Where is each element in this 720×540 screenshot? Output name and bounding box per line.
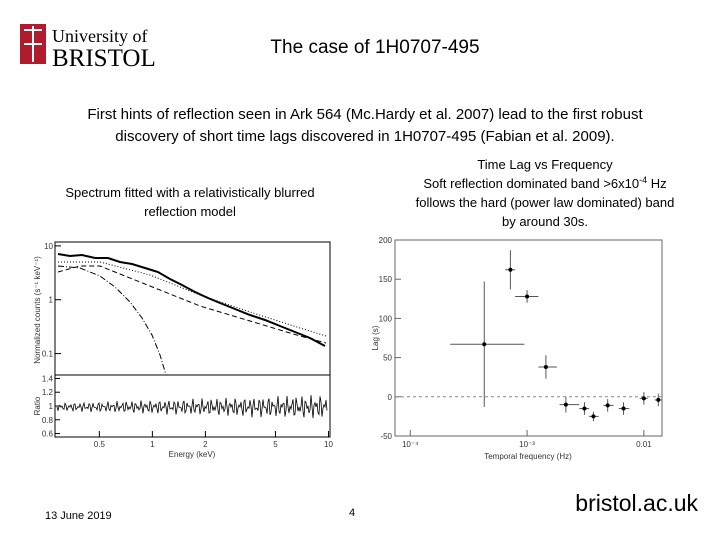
ratio-tick-label: 0.6 — [42, 430, 54, 439]
caption-sup: -4 — [639, 175, 647, 185]
logo: University of BRISTOL — [20, 24, 156, 72]
x-axis-label: Energy (keV) — [169, 450, 216, 459]
caption-part: Soft reflection dominated band >6x10 — [423, 176, 639, 191]
blackbody-model — [57, 265, 167, 376]
point — [582, 406, 587, 411]
x-tick-label: 5 — [273, 440, 278, 449]
page-number: 4 — [349, 507, 355, 519]
point — [482, 342, 487, 347]
logo-line1: University of — [52, 26, 147, 46]
point — [656, 397, 661, 402]
ratio-tick-label: 0.8 — [42, 416, 54, 425]
right-caption: by around 30s. — [502, 214, 588, 229]
crest-lines — [24, 26, 42, 62]
spectrum-data — [57, 253, 326, 347]
x-tick-label: 10⁻⁴ — [402, 440, 419, 449]
reflection-model — [57, 265, 327, 344]
powerlaw-model — [58, 261, 327, 337]
point — [641, 396, 646, 401]
point — [525, 294, 530, 299]
x-tick-label: 1 — [150, 440, 155, 449]
footer-site: bristol.ac.uk — [575, 490, 698, 516]
footer-date: 13 June 2019 — [45, 510, 112, 522]
logo-line2: BRISTOL — [52, 45, 156, 72]
x-axis-label: Temporal frequency (Hz) — [484, 452, 572, 461]
point — [605, 403, 610, 408]
y-tick-label: 10 — [44, 242, 53, 251]
residuals — [56, 395, 328, 419]
ratio-tick-label: 1.2 — [42, 388, 54, 397]
y-tick-label: 200 — [379, 236, 393, 245]
spectrum-plot: 0.5 1 2 5 10 10 1 0.1 1.4 1.2 1 0.8 0.6 Normalized co… — [33, 241, 333, 459]
left-caption: reflection model — [144, 204, 236, 219]
point — [508, 267, 513, 272]
y-axis-label: Normalized counts (s⁻¹ keV⁻¹) — [33, 256, 42, 364]
y-tick-label: 150 — [379, 275, 393, 284]
y-axis-label: Lag (s) — [371, 325, 380, 350]
y-tick-label: 0.1 — [42, 350, 54, 359]
intro-line: First hints of reflection seen in Ark 56… — [87, 106, 643, 123]
x-tick-label: 2 — [203, 440, 208, 449]
point — [621, 406, 626, 411]
x-tick-label: 10⁻³ — [519, 440, 535, 449]
left-caption: Spectrum fitted with a relativistically … — [65, 185, 314, 200]
x-tick-label: 10 — [324, 440, 333, 449]
y-tick-label: 50 — [383, 354, 392, 363]
plot-frame — [394, 239, 663, 437]
slide-title: The case of 1H0707-495 — [270, 37, 479, 58]
y-tick-label: 1 — [49, 296, 54, 305]
y-tick-label: -50 — [380, 432, 392, 441]
ratio-tick-label: 1 — [49, 402, 54, 411]
y-tick-label: 100 — [379, 314, 393, 323]
ratio-label: Ratio — [33, 396, 42, 415]
y-tick-label: 0 — [388, 393, 393, 402]
right-caption: Soft reflection dominated band >6x10-4 H… — [423, 175, 666, 191]
lag-plot: 10⁻⁴ 10⁻³ 0.01 -50 0 50 100 150 200 Lag (s) Tempor… — [371, 236, 663, 461]
point — [543, 365, 548, 370]
intro-line: discovery of short time lags discovered … — [115, 128, 614, 145]
right-caption: Time Lag vs Frequency — [477, 157, 613, 172]
point — [563, 402, 568, 407]
x-tick-label: 0.01 — [636, 440, 652, 449]
ratio-tick-label: 1.4 — [42, 374, 54, 383]
caption-part: Hz — [647, 176, 667, 191]
right-caption: follows the hard (power law dominated) b… — [416, 195, 675, 210]
x-tick-label: 0.5 — [94, 440, 106, 449]
point — [591, 414, 596, 419]
